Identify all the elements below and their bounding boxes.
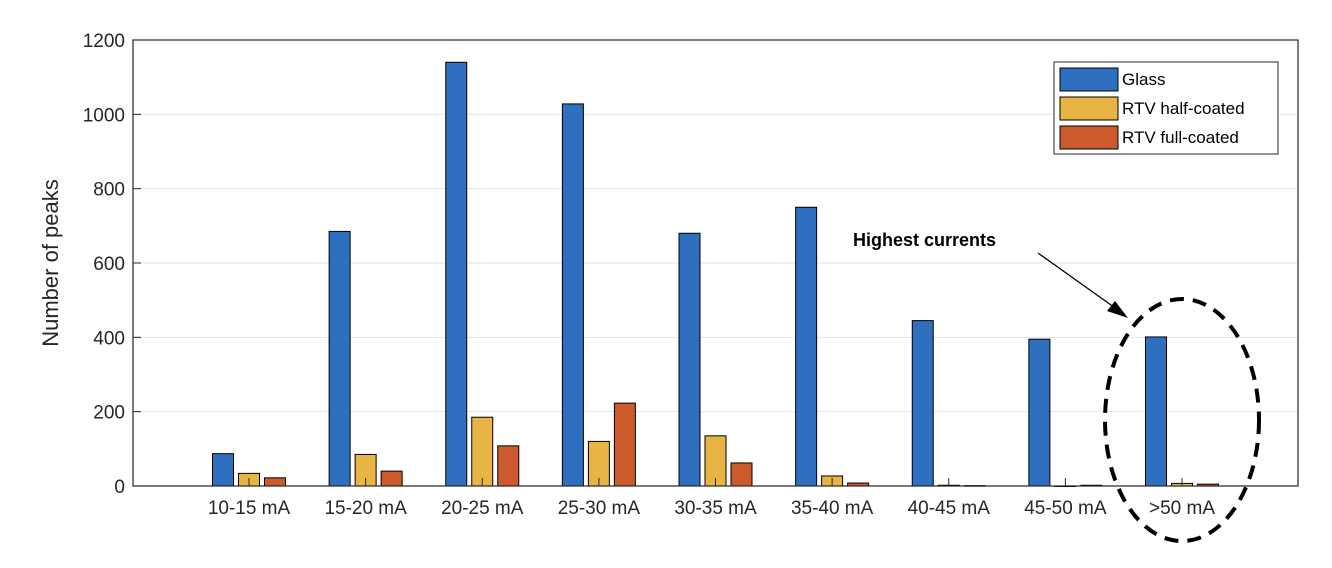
y-tick-label: 1000 [83,105,125,126]
y-tick-label: 400 [93,328,125,349]
x-tick-label: 15-20 mA [324,498,407,519]
grid-lines [133,113,1298,413]
bar-rtv-half-coated-2 [471,416,494,487]
bar-glass-1 [328,230,351,487]
annotation-arrow-line [1037,252,1119,311]
annotation: Highest currents [853,230,1261,543]
bar-rtv-full-coated-0 [264,477,286,487]
y-tick-label: 1200 [83,31,125,52]
x-tick-label: 30-35 mA [674,498,757,519]
bar-rtv-full-coated-1 [380,470,403,487]
bar-glass-0 [212,453,234,487]
highlight-ellipse [1103,297,1261,543]
bar-glass-2 [445,61,468,487]
y-axis-ticks: 0 200 400 600 800 1000 1200 [83,31,141,498]
bar-glass-3 [561,103,584,487]
legend-swatch [1059,67,1119,92]
y-tick-label: 800 [93,180,125,201]
x-axis-ticks: 10-15 mA 15-20 mA 20-25 mA 25-30 mA 30-35 mA… [208,478,1215,519]
bar-glass-6 [911,320,934,487]
bar-rtv-full-coated-3 [613,402,636,487]
x-tick-label: 40-45 mA [908,498,991,519]
legend-swatch [1059,125,1119,150]
legend: Glass RTV half-coated RTV full-coated [1053,61,1279,155]
legend-entry: RTV half-coated [1122,99,1245,118]
legend-swatch [1059,96,1119,121]
annotation-text: Highest currents [853,230,996,250]
x-tick-label: 35-40 mA [791,498,874,519]
bar-rtv-full-coated-4 [730,462,753,487]
x-tick-label: 20-25 mA [441,498,524,519]
x-tick-label: 45-50 mA [1024,498,1107,519]
bar-rtv-full-coated-2 [497,445,520,487]
annotation-arrowhead [1107,301,1128,318]
y-axis-label: Number of peaks [38,179,63,347]
x-tick-label: 10-15 mA [208,498,291,519]
bar-glass-4 [678,232,701,487]
y-tick-label: 200 [93,403,125,424]
legend-entry: Glass [1122,70,1165,89]
y-tick-label: 0 [114,477,125,498]
x-tick-label: >50 mA [1149,498,1215,519]
bar-glass-5 [795,206,818,487]
legend-entry: RTV full-coated [1122,128,1239,147]
bar-glass-7 [1028,338,1051,487]
bars [212,61,1219,487]
bar-glass-8 [1145,336,1167,487]
y-tick-label: 600 [93,254,125,275]
x-tick-label: 25-30 mA [558,498,641,519]
